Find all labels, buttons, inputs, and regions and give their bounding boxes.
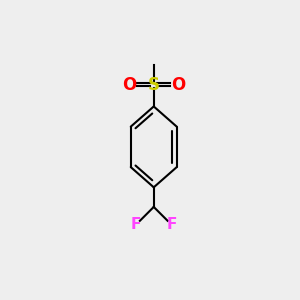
Text: O: O (122, 76, 136, 94)
Text: F: F (167, 218, 177, 232)
Text: F: F (130, 218, 141, 232)
Text: O: O (171, 76, 186, 94)
Text: S: S (148, 76, 160, 94)
